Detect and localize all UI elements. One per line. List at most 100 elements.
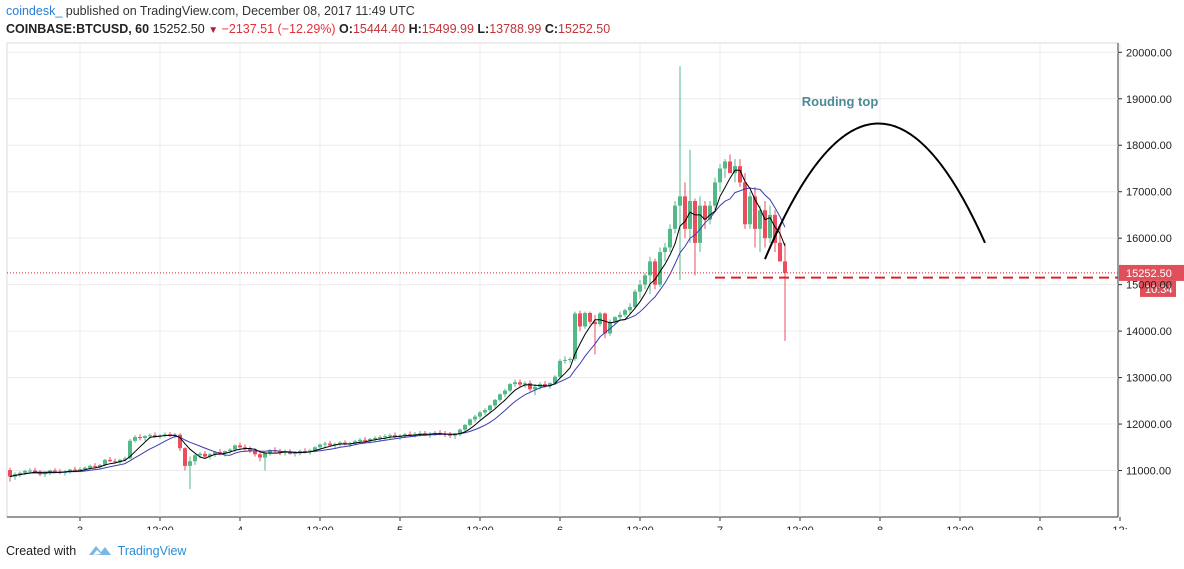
overlays: Rouding top 15252.50 10:34	[7, 94, 1184, 297]
candle-body	[608, 321, 612, 334]
low-value: 13788.99	[489, 22, 542, 36]
candle-body	[413, 433, 417, 435]
candle-body	[548, 383, 552, 386]
candle-body	[263, 452, 267, 458]
candle-body	[618, 314, 622, 318]
candle-body	[558, 360, 562, 377]
candle-body	[53, 470, 57, 472]
candle-body	[753, 196, 757, 229]
chart-area[interactable]: Rouding top 15252.50 10:34 11000.00 12000.0…	[0, 40, 1184, 537]
x-tick-label: 12:00	[306, 525, 334, 530]
candle-body	[78, 469, 82, 471]
author-link[interactable]: coindesk_	[6, 4, 63, 18]
candle-body	[708, 205, 712, 220]
candle-body	[128, 440, 132, 459]
candle-body	[133, 437, 137, 441]
candle-body	[233, 445, 237, 450]
candle-body	[93, 465, 97, 467]
y-tick-label: 13000.00	[1126, 373, 1172, 385]
candle-body	[368, 438, 372, 441]
countdown-tag-label: 10:34	[1145, 284, 1173, 296]
candle-body	[228, 449, 232, 452]
y-tick-label: 11000.00	[1126, 466, 1171, 478]
close-label: C:	[544, 22, 559, 36]
candle-body	[138, 437, 142, 439]
chart-header: coindesk_ published on TradingView.com, …	[0, 0, 1184, 42]
candle-body	[203, 453, 207, 457]
candle-body	[733, 166, 737, 174]
grid	[7, 43, 1121, 517]
y-tick-label: 16000.00	[1126, 233, 1172, 245]
y-tick-label: 14000.00	[1126, 326, 1172, 338]
published-text: published on TradingView.com, December 0…	[65, 4, 415, 18]
last-price: 15252.50	[152, 22, 205, 36]
high-value: 15499.99	[421, 22, 474, 36]
candle-body	[208, 454, 212, 457]
candle-body	[123, 458, 127, 460]
candle-body	[698, 205, 702, 243]
candle-body	[478, 412, 482, 417]
candle-body	[668, 228, 672, 248]
current-price-tag	[1119, 264, 1184, 281]
y-tick-label: 17000.00	[1126, 187, 1172, 199]
candle-body	[253, 451, 257, 455]
tradingview-brand-link[interactable]: TradingView	[117, 543, 187, 558]
y-tick-label: 20000.00	[1126, 47, 1172, 59]
x-tick-label: 12:00	[786, 525, 814, 530]
countdown-tag	[1140, 280, 1176, 297]
tradingview-logo-icon[interactable]	[88, 543, 112, 560]
candle-body	[533, 386, 537, 390]
candle-body	[578, 313, 582, 327]
candle-body	[383, 436, 387, 438]
candle-body	[693, 201, 697, 243]
candle-body	[738, 166, 742, 183]
candle-body	[298, 451, 302, 453]
candle-body	[353, 441, 357, 444]
candle-body	[83, 467, 87, 470]
candle-body	[703, 205, 707, 220]
candle-body	[503, 390, 507, 395]
current-price-tag-label: 15252.50	[1126, 268, 1172, 280]
close-value: 15252.50	[558, 22, 611, 36]
candle-body	[613, 317, 617, 322]
publish-info: coindesk_ published on TradingView.com, …	[6, 4, 415, 18]
candle-body	[193, 455, 197, 462]
candle-body	[573, 313, 577, 359]
x-tick-label: 7	[717, 525, 723, 530]
candle-body	[723, 161, 727, 169]
candle-body	[408, 434, 412, 436]
candle-body	[303, 451, 307, 453]
rounding-top-annotation: Rouding top	[802, 94, 879, 109]
footer: Created with TradingView	[6, 543, 186, 560]
candle-body	[183, 448, 187, 466]
candle-body	[663, 247, 667, 253]
candle-body	[673, 205, 677, 229]
candle-body	[328, 443, 332, 446]
candle-body	[543, 384, 547, 386]
candle-body	[713, 182, 717, 206]
candle-body	[23, 470, 27, 473]
candle-body	[178, 434, 182, 449]
candle-body	[568, 359, 572, 360]
symbol-info: COINBASE:BTCUSD, 60 15252.50 ▼ −2137.51 …	[6, 22, 610, 36]
candle-body	[718, 168, 722, 183]
candle-body	[448, 434, 452, 436]
candle-body	[463, 424, 467, 430]
open-label: O:	[339, 22, 353, 36]
symbol-label: COINBASE:BTCUSD, 60	[6, 22, 150, 36]
candle-body	[313, 447, 317, 451]
moving-averages	[9, 169, 786, 478]
candle-body	[373, 438, 377, 439]
candle-body	[218, 451, 222, 454]
price-chart[interactable]: Rouding top 15252.50 10:34 11000.00 12000.0…	[0, 40, 1184, 537]
candle-body	[473, 416, 477, 420]
candle-body	[388, 435, 392, 437]
candle-body	[28, 470, 32, 472]
ma-fast-line	[9, 169, 786, 478]
price-change: −2137.51 (−12.29%)	[221, 22, 336, 36]
candle-body	[658, 252, 662, 285]
candle-body	[758, 210, 762, 229]
candle-body	[188, 461, 192, 466]
candle-body	[453, 434, 457, 436]
candle-body	[68, 469, 72, 472]
